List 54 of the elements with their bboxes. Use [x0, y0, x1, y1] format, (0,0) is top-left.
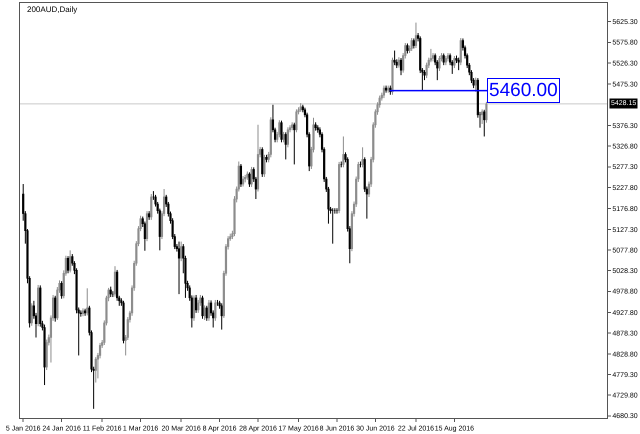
candlestick: [94, 356, 97, 384]
candlestick: [263, 154, 266, 178]
candlestick: [412, 38, 415, 49]
candlestick: [220, 302, 223, 330]
candlestick: [293, 122, 296, 165]
chart-title: 200AUD,Daily: [27, 5, 78, 14]
candlestick: [410, 38, 413, 52]
candlestick: [406, 42, 409, 54]
candlestick: [195, 294, 198, 314]
candlestick: [242, 176, 244, 188]
candlestick: [206, 305, 208, 322]
candlestick: [414, 22, 418, 49]
candlestick: [453, 55, 456, 69]
candlestick: [204, 304, 206, 320]
candlestick: [282, 131, 285, 143]
candlestick: [30, 302, 33, 326]
candlestick: [485, 101, 488, 124]
candlestick: [250, 166, 253, 188]
candlestick: [286, 126, 289, 148]
candlestick: [438, 55, 441, 72]
candlestick: [398, 56, 400, 68]
candlestick: [248, 172, 251, 188]
candlestick: [394, 50, 396, 66]
candlestick: [382, 85, 386, 99]
candlestick: [66, 256, 70, 274]
candlestick: [180, 241, 182, 262]
candlestick: [474, 77, 477, 92]
candlestick: [60, 280, 63, 300]
candlestick: [444, 55, 447, 66]
candlestick: [86, 288, 88, 316]
ref-line-label: 5460.00: [489, 80, 558, 101]
candlestick: [458, 57, 460, 71]
candlestick: [192, 294, 196, 322]
candlestick: [150, 194, 152, 220]
candlestick: [110, 286, 112, 298]
candlestick: [69, 250, 72, 273]
candlestick: [483, 109, 486, 137]
candlestick: [178, 241, 180, 295]
candlestick: [201, 295, 204, 320]
candlestick: [361, 146, 364, 168]
candlestick: [197, 299, 200, 314]
candlestick: [481, 108, 484, 124]
candlestick: [460, 38, 462, 66]
candlestick: [214, 299, 216, 322]
candlestick: [442, 52, 445, 66]
candlestick: [284, 132, 287, 160]
candlestick: [114, 266, 116, 298]
candlestick: [208, 299, 210, 322]
candlestick: [400, 58, 402, 76]
candlestick: [240, 163, 242, 188]
candlestick: [280, 120, 283, 143]
candlestick: [54, 295, 56, 322]
candlestick: [342, 136, 344, 168]
candlestick: [295, 108, 298, 133]
